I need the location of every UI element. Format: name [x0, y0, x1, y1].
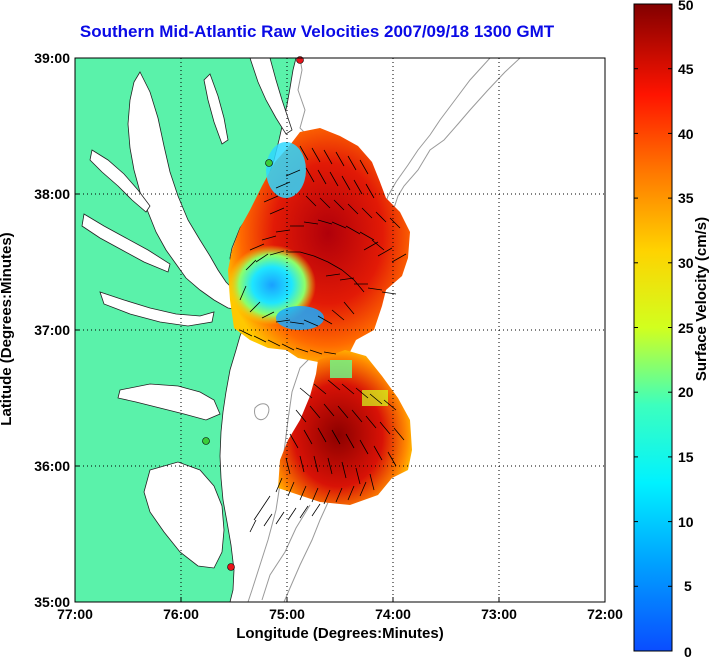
y-axis-label: Latitude (Degrees:Minutes) — [0, 232, 15, 426]
grid — [75, 58, 605, 602]
colorbar-tick-label: 15 — [678, 449, 694, 465]
y-tick-label: 36:00 — [34, 458, 70, 474]
tributary-river — [89, 149, 151, 213]
x-tick-label: 75:00 — [269, 606, 305, 622]
tributary-river — [99, 291, 215, 327]
pamlico-sound — [143, 461, 225, 569]
colorbar-tick-label: 50 — [678, 0, 694, 13]
colorbar-tick-label: 35 — [678, 190, 694, 206]
tick-marks — [74, 57, 606, 603]
colorbar-tick-label: 20 — [678, 384, 694, 400]
tributary-river — [203, 73, 229, 145]
colorbar — [633, 3, 673, 652]
velocity-vectors — [239, 145, 407, 533]
colorbar-tick-label: 30 — [678, 255, 694, 271]
colorbar-tick-label: 45 — [678, 61, 694, 77]
low-speed-patch — [276, 306, 324, 330]
colorbar-ticks — [634, 3, 672, 587]
low-speed-patch — [330, 360, 352, 378]
y-tick-label: 35:00 — [34, 594, 70, 610]
colorbar-tick-label: 0 — [684, 644, 692, 659]
albemarle-sound — [117, 383, 221, 421]
bathymetry-contour — [283, 497, 331, 602]
y-tick-label: 37:00 — [34, 322, 70, 338]
colorbar-tick-label: 40 — [678, 126, 694, 142]
colorbar-tick-label: 10 — [678, 514, 694, 530]
y-tick-label: 38:00 — [34, 186, 70, 202]
x-tick-label: 73:00 — [481, 606, 517, 622]
tributary-river — [81, 213, 171, 273]
x-tick-label: 74:00 — [375, 606, 411, 622]
bathymetry-contour — [261, 504, 311, 601]
eddy-low-speed — [228, 245, 316, 325]
velocity-field — [228, 128, 412, 533]
x-tick-label: 76:00 — [163, 606, 199, 622]
colorbar-tick-label: 5 — [684, 578, 692, 594]
colorbar-label: Surface Velocity (cm/s) — [693, 216, 710, 382]
radar-site-marker — [265, 159, 273, 167]
radar-site-marker — [227, 563, 235, 571]
y-tick-label: 39:00 — [34, 50, 70, 66]
colorbar-tick-label: 25 — [678, 320, 694, 336]
x-tick-label: 72:00 — [587, 606, 623, 622]
bathymetry-contour — [391, 58, 521, 215]
x-tick-label: 77:00 — [57, 606, 93, 622]
bathymetry-contour — [254, 403, 270, 421]
chesapeake-bay — [127, 71, 245, 311]
radar-site-marker — [202, 437, 210, 445]
low-speed-patch — [266, 142, 306, 198]
x-axis-label: Longitude (Degrees:Minutes) — [236, 625, 444, 642]
chart-title: Southern Mid-Atlantic Raw Velocities 200… — [79, 22, 555, 41]
delaware-bay — [249, 57, 293, 135]
